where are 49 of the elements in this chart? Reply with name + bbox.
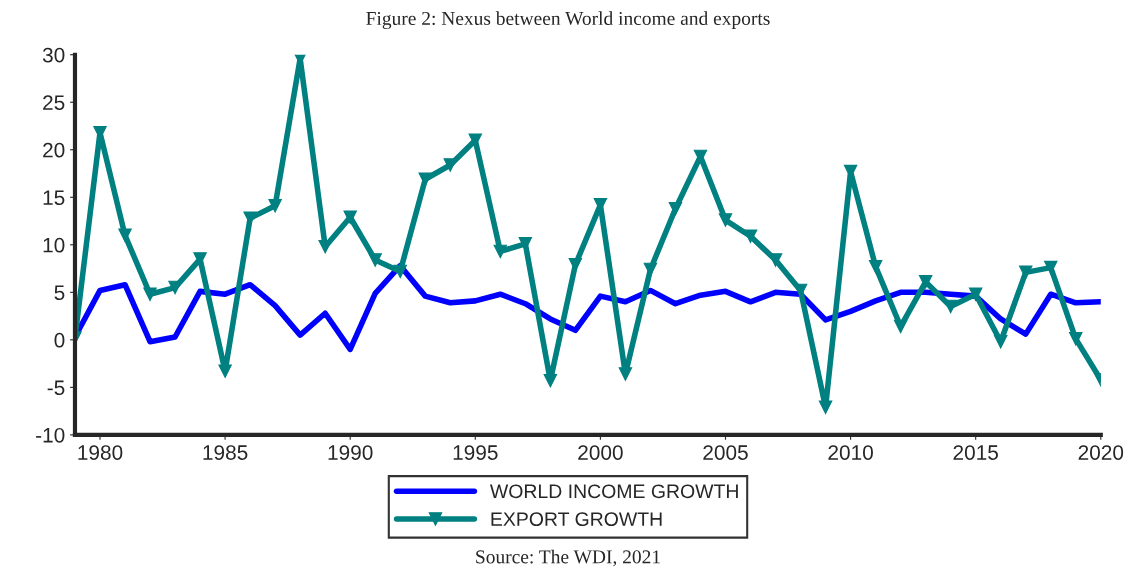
- point: [218, 364, 232, 378]
- point: [993, 334, 1008, 349]
- x-tick-label: 1995: [453, 445, 498, 460]
- point: [618, 367, 633, 381]
- legend-label: EXPORT GROWTH: [491, 512, 662, 527]
- x-tick-label: 2015: [953, 445, 998, 460]
- y-tick-label: 0: [54, 332, 65, 348]
- point: [343, 210, 357, 225]
- x-tick-label: 2020: [1078, 445, 1124, 460]
- legend-label: WORLD INCOME GROWTH: [489, 484, 738, 499]
- y-tick-label: 15: [43, 190, 65, 206]
- x-tick-label: 1990: [328, 445, 373, 460]
- point: [918, 275, 933, 289]
- point: [318, 239, 332, 254]
- y-tick-label: -5: [47, 380, 65, 396]
- point: [743, 229, 758, 244]
- y-tick-label: 30: [42, 47, 65, 63]
- point: [143, 287, 157, 301]
- point: [368, 253, 382, 267]
- point: [868, 259, 883, 274]
- x-tick-label: 2005: [703, 445, 748, 460]
- point: [968, 287, 983, 301]
- point: [268, 199, 282, 213]
- x-tick-label: 1980: [78, 445, 123, 460]
- point: [718, 213, 733, 227]
- x-tick-label: 1985: [203, 445, 248, 460]
- point: [393, 264, 407, 279]
- point: [1018, 265, 1033, 280]
- x-tick-label: 2010: [828, 445, 873, 460]
- point: [118, 228, 132, 243]
- point: [168, 280, 182, 295]
- point: [418, 172, 433, 186]
- y-tick-label: 5: [54, 285, 65, 301]
- point: [1043, 260, 1058, 275]
- y-tick-label: 20: [43, 142, 65, 158]
- point: [668, 201, 683, 216]
- point: [893, 319, 908, 334]
- point: [543, 373, 558, 388]
- point: [493, 244, 508, 259]
- point: [518, 237, 533, 251]
- chart-title: Figure 2: Nexus between World income and exports: [366, 11, 770, 29]
- point: [693, 149, 708, 164]
- y-tick-label: 25: [43, 95, 65, 110]
- point: [1068, 332, 1083, 346]
- y-tick-label: 10: [43, 237, 65, 253]
- point: [818, 400, 833, 415]
- x-tick-label: 2000: [578, 445, 623, 460]
- source-note: Source: The WDI, 2021: [476, 549, 660, 567]
- y-tick-label: -10: [36, 427, 65, 443]
